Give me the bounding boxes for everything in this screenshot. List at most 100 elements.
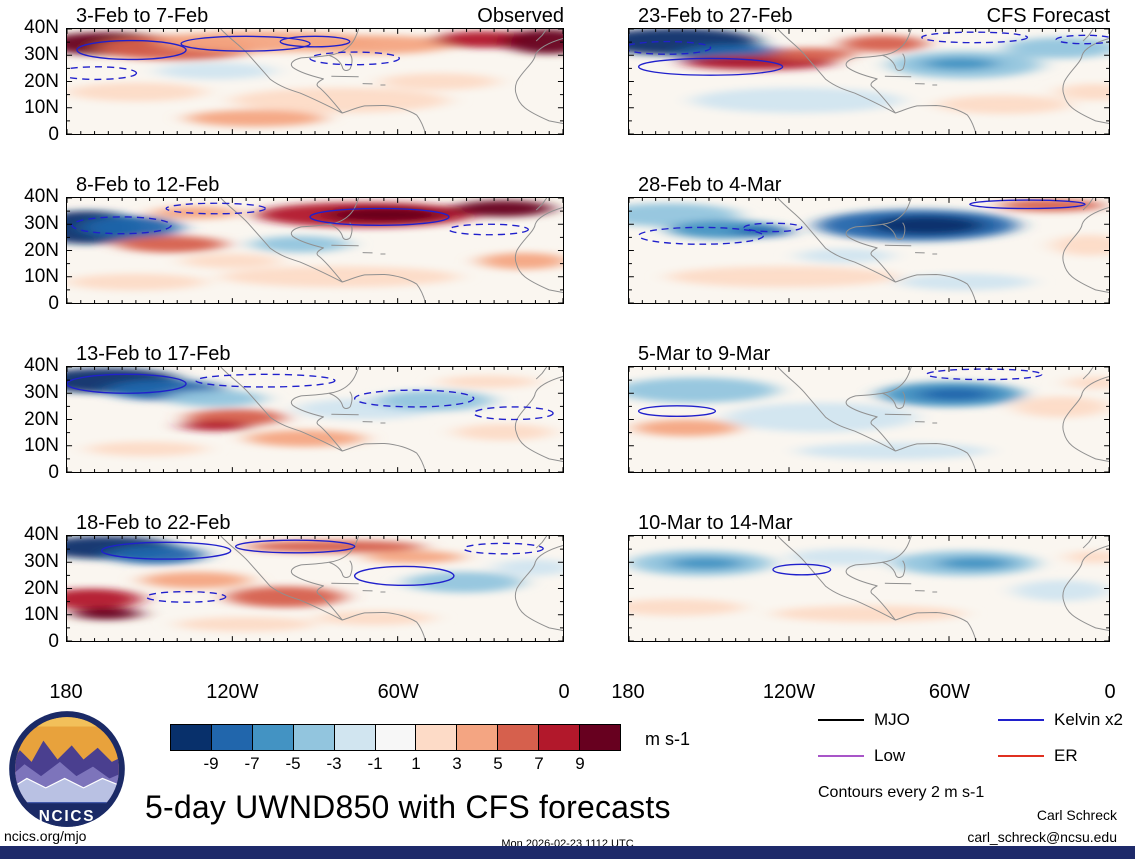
y-axis-labels: 40N 30N 20N 10N 0 xyxy=(8,355,66,483)
anomaly-map xyxy=(628,28,1110,135)
colorbar-segment xyxy=(171,725,212,750)
colorbar-tick: -3 xyxy=(326,754,342,773)
credits: Carl Schreck carl_schreck@ncsu.edu xyxy=(967,804,1117,848)
x-tick: 60W xyxy=(928,681,971,703)
x-axis-labels-right: 180 120W 60W 0 xyxy=(611,678,1115,706)
wave-legend: MJO Kelvin x2 Low ER xyxy=(818,710,1135,766)
legend-label: Low xyxy=(874,746,906,765)
colorbar-tick: -7 xyxy=(244,754,260,773)
colorbar-tick: -5 xyxy=(285,754,301,773)
anomaly-map xyxy=(628,366,1110,473)
x-tick: 180 xyxy=(49,681,83,703)
panel-title: 8-Feb to 12-Feb xyxy=(76,174,220,196)
x-tick: 60W xyxy=(377,681,419,703)
anomaly-map-svg xyxy=(67,536,563,641)
ncics-logo-text: NCICS xyxy=(39,808,96,825)
colorbar: -9 -7 -5 -3 -1 1 3 5 7 9 xyxy=(170,724,621,776)
figure-title: 5-day UWND850 with CFS forecasts xyxy=(145,789,671,825)
anomaly-map-svg xyxy=(629,367,1109,472)
panel-title: 23-Feb to 27-Feb xyxy=(638,5,793,27)
anomaly-map xyxy=(66,366,564,473)
legend-item-low: Low xyxy=(818,746,998,766)
y-tick: 0 xyxy=(48,293,59,314)
y-tick: 20N xyxy=(24,70,59,92)
colorbar-segment xyxy=(252,725,294,750)
low-line-swatch xyxy=(818,754,864,758)
legend-item-mjo: MJO xyxy=(818,710,998,730)
column-label-forecast: CFS Forecast xyxy=(986,5,1110,27)
anomaly-map-svg xyxy=(67,198,563,303)
y-tick: 0 xyxy=(48,631,59,652)
y-tick: 40N xyxy=(24,355,59,376)
colorbar-tick: 5 xyxy=(493,754,503,773)
mjo-line-swatch xyxy=(818,718,864,722)
chart-row-1: 3-Feb to 7-Feb Observed 40N 30N 20N 10N … xyxy=(8,2,1135,145)
anomaly-map xyxy=(66,197,564,304)
credit-name: Carl Schreck xyxy=(1036,807,1117,823)
y-tick: 10N xyxy=(24,266,59,288)
panel-observed-3: 13-Feb to 17-Feb 40N 30N 20N 10N 0 xyxy=(8,340,564,483)
gutter xyxy=(604,28,628,135)
anomaly-map xyxy=(66,28,564,135)
colorbar-segment xyxy=(211,725,253,750)
anomaly-map-svg xyxy=(67,367,563,472)
panel-observed-2: 8-Feb to 12-Feb 40N 30N 20N 10N 0 xyxy=(8,171,564,314)
y-tick: 20N xyxy=(24,239,59,261)
y-axis-labels: 40N 30N 20N 10N 0 xyxy=(8,524,66,652)
panel-grid: 3-Feb to 7-Feb Observed 40N 30N 20N 10N … xyxy=(8,2,1135,706)
colorbar-segment xyxy=(539,725,581,750)
gutter xyxy=(604,366,628,473)
credit-email: carl_schreck@ncsu.edu xyxy=(967,829,1117,845)
colorbar-tick: -1 xyxy=(367,754,383,773)
y-tick: 10N xyxy=(24,97,59,119)
legend-label: ER xyxy=(1054,746,1078,765)
colorbar-segment xyxy=(580,725,620,750)
y-tick: 30N xyxy=(24,381,59,403)
anomaly-map xyxy=(628,535,1110,642)
bottom-bar xyxy=(0,846,1135,859)
x-tick: 120W xyxy=(762,681,816,703)
colorbar-segment xyxy=(293,725,335,750)
legend-label: Kelvin x2 xyxy=(1054,710,1123,729)
colorbar-segments xyxy=(170,724,621,751)
y-tick: 10N xyxy=(24,435,59,457)
panel-title: 28-Feb to 4-Mar xyxy=(638,174,782,196)
anomaly-map-svg xyxy=(67,29,563,134)
colorbar-labels: -9 -7 -5 -3 -1 1 3 5 7 9 xyxy=(170,754,621,776)
panel-observed-1: 3-Feb to 7-Feb Observed 40N 30N 20N 10N … xyxy=(8,2,564,145)
panel-forecast-1: 23-Feb to 27-Feb CFS Forecast xyxy=(604,2,1110,135)
legend-label: MJO xyxy=(874,710,910,729)
panel-title: 5-Mar to 9-Mar xyxy=(638,343,771,365)
y-tick: 0 xyxy=(48,462,59,483)
x-tick: 0 xyxy=(558,681,570,703)
anomaly-map-svg xyxy=(629,198,1109,303)
y-tick: 20N xyxy=(24,577,59,599)
y-tick: 30N xyxy=(24,550,59,572)
colorbar-tick: 9 xyxy=(575,754,585,773)
y-axis-labels: 40N 30N 20N 10N 0 xyxy=(8,17,66,145)
chart-row-3: 13-Feb to 17-Feb 40N 30N 20N 10N 0 xyxy=(8,340,1135,483)
panel-title: 10-Mar to 14-Mar xyxy=(638,512,793,534)
colorbar-segment xyxy=(416,725,458,750)
panel-title: 3-Feb to 7-Feb xyxy=(76,5,209,27)
y-tick: 10N xyxy=(24,604,59,626)
chart-row-2: 8-Feb to 12-Feb 40N 30N 20N 10N 0 xyxy=(8,171,1135,314)
panel-observed-4: 18-Feb to 22-Feb 40N 30N 20N 10N 0 xyxy=(8,509,564,652)
colorbar-tick: 7 xyxy=(534,754,544,773)
ncics-logo: NCICS xyxy=(9,711,125,827)
y-tick: 30N xyxy=(24,212,59,234)
colorbar-unit: m s-1 xyxy=(645,729,690,749)
y-tick: 40N xyxy=(24,186,59,207)
panel-forecast-3: 5-Mar to 9-Mar xyxy=(604,340,1110,473)
x-axis-labels-left: 180 120W 60W 0 xyxy=(49,678,569,706)
x-axis-row: 180 120W 60W 0 180 120W 60W 0 xyxy=(8,678,1135,706)
anomaly-map-svg xyxy=(629,536,1109,641)
x-tick: 180 xyxy=(611,681,645,703)
colorbar-segment xyxy=(498,725,540,750)
y-axis-labels: 40N 30N 20N 10N 0 xyxy=(8,186,66,314)
colorbar-segment xyxy=(334,725,376,750)
y-tick: 20N xyxy=(24,408,59,430)
y-tick: 40N xyxy=(24,17,59,38)
colorbar-tick: 3 xyxy=(452,754,462,773)
